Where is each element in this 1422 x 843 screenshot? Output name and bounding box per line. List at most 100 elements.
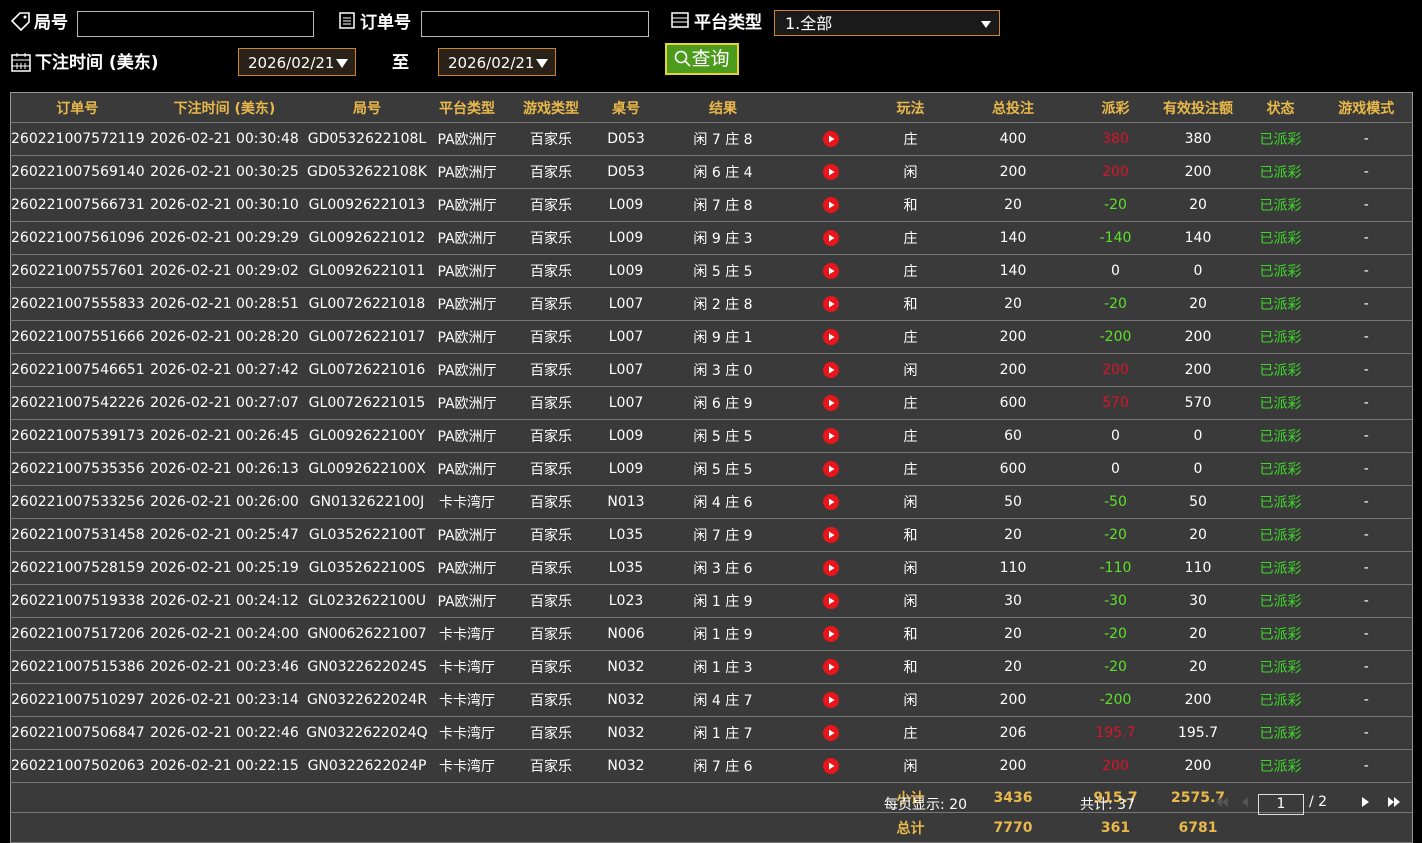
column-header: 结果 <box>655 92 791 123</box>
cell: 30 <box>950 584 1076 618</box>
play-icon[interactable] <box>822 295 839 312</box>
cell: 50 <box>950 485 1076 519</box>
cell: 260221007531458 <box>10 518 144 552</box>
play-icon[interactable] <box>822 757 839 774</box>
cell: 闲 1 庄 9 <box>655 617 791 651</box>
play-icon[interactable] <box>822 394 839 411</box>
play-icon[interactable] <box>822 130 839 147</box>
order-input[interactable] <box>421 11 649 37</box>
platform-select[interactable]: 1.全部 <box>774 10 1000 36</box>
play-icon[interactable] <box>822 460 839 477</box>
play-icon[interactable] <box>822 493 839 510</box>
platform-label: 平台类型 <box>694 13 762 33</box>
play-icon[interactable] <box>822 724 839 741</box>
cell: L007 <box>596 287 656 321</box>
order-row: 260221007569140 2026-02-21 00:30:25 GD0532… <box>10 155 1413 189</box>
list-icon <box>671 12 689 28</box>
cell: - <box>1320 551 1413 585</box>
order-row: 260221007515386 2026-02-21 00:23:46 GN0322… <box>10 650 1413 684</box>
cell: -20 <box>1075 188 1156 222</box>
play-icon[interactable] <box>822 196 839 213</box>
next-buttons[interactable] <box>1360 797 1402 809</box>
cell: 闲 4 庄 6 <box>655 485 791 519</box>
date-from[interactable]: 2026/02/21 <box>238 48 356 76</box>
play-icon[interactable] <box>822 328 839 345</box>
order-row: 260221007542226 2026-02-21 00:27:07 GL0072… <box>10 386 1413 420</box>
cell: - <box>1320 188 1413 222</box>
cell: N032 <box>596 650 656 684</box>
play-icon[interactable] <box>822 526 839 543</box>
cell: GL00726221016 <box>305 353 429 387</box>
order-row: 260221007551666 2026-02-21 00:28:20 GL0072… <box>10 320 1413 354</box>
cell: - <box>1320 254 1413 288</box>
cell: N013 <box>596 485 656 519</box>
date-to-value: 2026/02/21 <box>448 54 535 72</box>
cell: 2026-02-21 00:22:15 <box>143 749 306 783</box>
cell: 已派彩 <box>1240 254 1321 288</box>
cell: 已派彩 <box>1240 683 1321 717</box>
play-icon[interactable] <box>822 658 839 675</box>
cell: 2026-02-21 00:27:42 <box>143 353 306 387</box>
date-to[interactable]: 2026/02/21 <box>438 48 556 76</box>
cell: 闲 <box>870 353 951 387</box>
video-cell <box>790 188 871 222</box>
page-input[interactable]: 1 <box>1258 794 1304 815</box>
cell: 2026-02-21 00:26:00 <box>143 485 306 519</box>
cell: 260221007515386 <box>10 650 144 684</box>
cell: GN0132622100J <box>305 485 429 519</box>
cell: 百家乐 <box>505 584 597 618</box>
cell: PA欧洲厅 <box>428 419 506 453</box>
query-button[interactable]: 查询 <box>665 43 739 75</box>
cell: 闲 1 庄 7 <box>655 716 791 750</box>
play-icon[interactable] <box>822 229 839 246</box>
cell: 20 <box>1155 650 1241 684</box>
doc-icon <box>339 12 355 29</box>
cell: 200 <box>1155 749 1241 783</box>
cell: - <box>1320 221 1413 255</box>
cell: 已派彩 <box>1240 749 1321 783</box>
round-input[interactable] <box>77 11 314 37</box>
cell: 闲 6 庄 4 <box>655 155 791 189</box>
cell: 庄 <box>870 221 951 255</box>
cell: 260221007569140 <box>10 155 144 189</box>
video-cell <box>790 452 871 486</box>
play-icon[interactable] <box>822 163 839 180</box>
cell: 闲 7 庄 9 <box>655 518 791 552</box>
cell: 卡卡湾厅 <box>428 650 506 684</box>
play-icon[interactable] <box>822 691 839 708</box>
cell: 闲 7 庄 8 <box>655 188 791 222</box>
play-icon[interactable] <box>822 427 839 444</box>
play-icon[interactable] <box>822 262 839 279</box>
video-cell <box>790 287 871 321</box>
cell: 600 <box>950 452 1076 486</box>
play-icon[interactable] <box>822 592 839 609</box>
total-value: 6781 <box>1155 812 1241 843</box>
platform-value: 1.全部 <box>785 14 833 33</box>
video-cell <box>790 155 871 189</box>
cell: 卡卡湾厅 <box>428 716 506 750</box>
play-icon[interactable] <box>822 361 839 378</box>
cell: 140 <box>950 254 1076 288</box>
page-total: / 2 <box>1309 794 1328 810</box>
cell: 百家乐 <box>505 650 597 684</box>
play-icon[interactable] <box>822 559 839 576</box>
cell: - <box>1320 584 1413 618</box>
cell: 闲 9 庄 3 <box>655 221 791 255</box>
cell: 闲 3 庄 0 <box>655 353 791 387</box>
cell: 百家乐 <box>505 749 597 783</box>
cell: GL00926221011 <box>305 254 429 288</box>
video-cell <box>790 551 871 585</box>
cell: L035 <box>596 551 656 585</box>
order-row: 260221007572119 2026-02-21 00:30:48 GD0532… <box>10 122 1413 156</box>
cell: 30 <box>1155 584 1241 618</box>
cell: GN0322622024R <box>305 683 429 717</box>
cell: 0 <box>1155 254 1241 288</box>
cell: - <box>1320 683 1413 717</box>
cell: 闲 7 庄 6 <box>655 749 791 783</box>
prev-buttons[interactable] <box>1216 797 1256 809</box>
cell: GL0232622100U <box>305 584 429 618</box>
cell: 260221007506847 <box>10 716 144 750</box>
cell: 260221007542226 <box>10 386 144 420</box>
play-icon[interactable] <box>822 625 839 642</box>
cell: 140 <box>950 221 1076 255</box>
